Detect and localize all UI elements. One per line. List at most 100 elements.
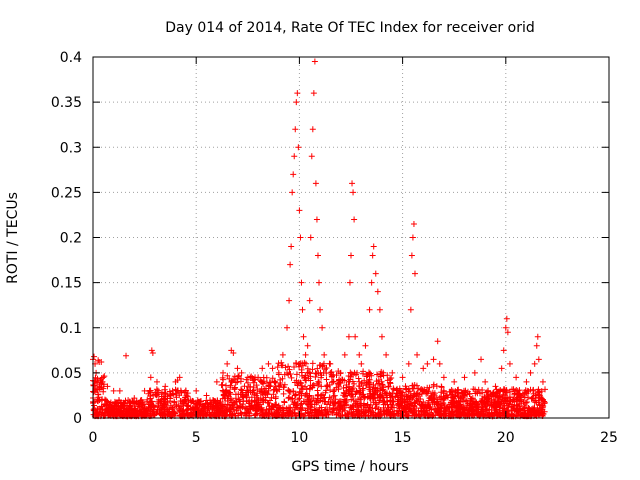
data-point bbox=[376, 399, 383, 406]
data-point bbox=[413, 390, 420, 397]
data-point bbox=[349, 393, 356, 400]
data-point bbox=[504, 329, 511, 336]
x-tick-label: 20 bbox=[497, 430, 515, 446]
data-point bbox=[309, 360, 316, 367]
x-axis-label: GPS time / hours bbox=[291, 459, 408, 475]
data-point bbox=[182, 394, 189, 401]
data-point bbox=[98, 359, 105, 366]
data-point bbox=[369, 252, 376, 259]
data-point bbox=[275, 360, 282, 367]
data-point bbox=[403, 393, 410, 400]
data-point bbox=[293, 360, 300, 367]
data-point bbox=[297, 234, 304, 241]
data-point bbox=[259, 365, 266, 372]
data-point bbox=[243, 394, 250, 401]
data-point bbox=[501, 406, 508, 413]
data-point bbox=[280, 407, 287, 414]
y-tick-label: 0.3 bbox=[60, 140, 82, 156]
data-point bbox=[327, 408, 334, 415]
data-point bbox=[413, 412, 420, 419]
data-point bbox=[407, 306, 414, 313]
data-point bbox=[299, 382, 306, 389]
data-point bbox=[219, 408, 226, 415]
data-point bbox=[451, 402, 458, 409]
data-point bbox=[298, 400, 305, 407]
data-point bbox=[440, 387, 447, 394]
data-point bbox=[291, 153, 298, 160]
data-point bbox=[317, 369, 324, 376]
data-point bbox=[470, 386, 477, 393]
data-point bbox=[326, 360, 333, 367]
data-point bbox=[146, 404, 153, 411]
data-point bbox=[500, 347, 507, 354]
data-point bbox=[348, 252, 354, 259]
data-point bbox=[236, 398, 243, 405]
data-point bbox=[294, 90, 301, 97]
data-point bbox=[187, 397, 194, 404]
data-point bbox=[105, 404, 112, 411]
data-point bbox=[304, 369, 311, 376]
data-point bbox=[224, 395, 231, 402]
data-point bbox=[399, 409, 406, 416]
data-point bbox=[241, 383, 248, 390]
data-point bbox=[163, 400, 170, 407]
y-tick-label: 0.1 bbox=[60, 321, 82, 337]
data-point bbox=[453, 410, 460, 417]
data-point bbox=[244, 387, 251, 394]
data-point bbox=[90, 389, 97, 396]
data-point bbox=[293, 402, 300, 409]
data-point bbox=[178, 411, 185, 418]
data-point bbox=[497, 386, 504, 393]
data-point bbox=[265, 360, 272, 367]
data-point bbox=[107, 399, 114, 406]
data-point bbox=[237, 404, 244, 411]
data-point bbox=[453, 407, 460, 414]
data-point bbox=[109, 406, 116, 413]
data-point bbox=[350, 412, 357, 419]
y-axis-label: ROTI / TECUs bbox=[5, 192, 21, 284]
data-point bbox=[377, 371, 384, 378]
data-point bbox=[307, 234, 314, 241]
data-point bbox=[273, 387, 280, 394]
data-point bbox=[331, 387, 338, 394]
data-point bbox=[316, 279, 323, 286]
data-point bbox=[521, 404, 528, 411]
data-point bbox=[362, 393, 369, 400]
data-point bbox=[253, 399, 260, 406]
data-point bbox=[286, 394, 293, 401]
data-point bbox=[426, 404, 433, 411]
data-point bbox=[522, 399, 529, 406]
data-point bbox=[493, 386, 500, 393]
data-point bbox=[452, 389, 459, 396]
data-point bbox=[141, 387, 148, 394]
data-point bbox=[251, 389, 258, 396]
data-point bbox=[535, 394, 542, 401]
data-point bbox=[461, 392, 468, 399]
data-point bbox=[188, 412, 195, 419]
data-point bbox=[262, 390, 269, 397]
y-tick-label: 0.15 bbox=[51, 276, 82, 292]
data-point bbox=[457, 398, 464, 405]
data-point bbox=[511, 398, 518, 405]
data-point bbox=[316, 404, 323, 411]
data-point bbox=[302, 398, 309, 405]
data-point bbox=[226, 375, 233, 382]
data-point bbox=[103, 397, 110, 404]
data-points bbox=[90, 58, 549, 420]
data-point bbox=[194, 397, 201, 404]
data-point bbox=[267, 397, 274, 404]
data-point bbox=[352, 333, 359, 340]
data-point bbox=[492, 383, 499, 390]
data-point bbox=[533, 342, 540, 349]
data-point bbox=[290, 401, 297, 408]
data-point bbox=[166, 408, 173, 415]
data-point bbox=[375, 406, 382, 413]
data-point bbox=[369, 391, 376, 398]
data-point bbox=[399, 374, 406, 381]
data-point bbox=[497, 408, 504, 415]
data-point bbox=[330, 388, 337, 395]
data-point bbox=[95, 391, 102, 398]
data-point bbox=[285, 363, 292, 370]
data-point bbox=[356, 351, 363, 358]
